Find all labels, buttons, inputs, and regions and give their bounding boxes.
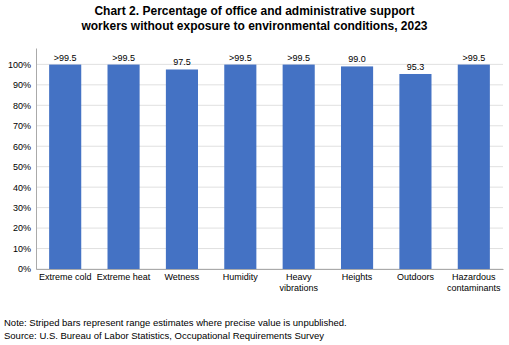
bar — [224, 65, 256, 269]
bar — [166, 69, 198, 269]
y-tick: 50% — [13, 162, 36, 172]
bar — [458, 65, 490, 269]
y-tick-label: 20% — [13, 223, 31, 233]
x-tick: Heights — [342, 269, 373, 282]
x-tick-label-line: Humidity — [223, 272, 259, 282]
y-tick-label: 0% — [18, 264, 31, 274]
y-tick: 20% — [13, 223, 36, 233]
y-tick-label: 90% — [13, 80, 31, 90]
grid — [36, 64, 503, 269]
bars — [49, 65, 490, 269]
x-tick-label: Wetness — [165, 272, 200, 282]
x-tick: Extreme heat — [97, 269, 151, 282]
y-tick: 80% — [13, 101, 36, 111]
y-tick-label: 40% — [13, 183, 31, 193]
x-tick-label-line: Outdoors — [397, 272, 435, 282]
y-tick: 90% — [13, 80, 36, 90]
title-line: workers without exposure to environmenta… — [80, 19, 427, 33]
y-tick-label: 80% — [13, 101, 31, 111]
grid-line — [36, 105, 503, 106]
x-tick: Heavyvibrations — [279, 269, 318, 293]
plot: >99.5 >99.5 97.5 >99.5 >99.5 99.0 95.3 >99.5 0% 1… — [8, 49, 504, 293]
x-tick: Humidity — [223, 269, 259, 282]
grid-line — [36, 207, 503, 208]
y-tick: 70% — [13, 121, 36, 131]
x-tick-label-line: Extreme heat — [97, 272, 151, 282]
x-tick-label: Heavyvibrations — [279, 272, 318, 292]
y-tick: 30% — [13, 203, 36, 213]
y-tick-label: 70% — [13, 121, 31, 131]
bar — [49, 65, 81, 269]
grid-line — [36, 228, 503, 229]
annotation: Note: Striped bars represent range estim… — [4, 317, 347, 328]
title-line: Chart 2. Percentage of office and admini… — [94, 4, 414, 18]
x-axis-line — [37, 269, 504, 270]
grid-line — [36, 248, 503, 249]
y-tick: 40% — [13, 183, 36, 193]
x-tick-label-line: vibrations — [279, 283, 318, 293]
data-label: >99.5 — [112, 53, 135, 63]
grid-line — [36, 146, 503, 147]
annotation: Source: U.S. Bureau of Labor Statistics,… — [4, 330, 324, 341]
x-tick: Outdoors — [397, 269, 435, 282]
y-tick-label: 60% — [13, 142, 31, 152]
data-label: >99.5 — [54, 53, 77, 63]
x-tick-label: Heights — [342, 272, 373, 282]
data-label: 99.0 — [348, 54, 366, 64]
y-axis-line — [36, 49, 37, 270]
x-tick-label: Hazardouscontaminants — [447, 272, 501, 292]
y-tick: 10% — [13, 244, 36, 254]
grid-line — [36, 269, 503, 270]
grid-line — [36, 84, 503, 85]
y-tick-label: 30% — [13, 203, 31, 213]
grid-line — [36, 187, 503, 188]
x-tick-label: Extreme heat — [97, 272, 151, 282]
x-tick-label: Humidity — [223, 272, 259, 282]
bar — [108, 65, 140, 269]
data-labels: >99.5 >99.5 97.5 >99.5 >99.5 99.0 95.3 >99.5 — [54, 53, 485, 72]
y-tick-label: 100% — [8, 60, 31, 70]
data-label: 95.3 — [407, 62, 425, 72]
x-tick: Wetness — [165, 269, 200, 282]
grid-line — [36, 125, 503, 126]
x-tick: Hazardouscontaminants — [447, 269, 501, 293]
x-tick-label: Outdoors — [397, 272, 435, 282]
x-tick-label-line: Extreme cold — [39, 272, 92, 282]
data-label: 97.5 — [173, 57, 191, 67]
chart-container: Chart 2. Percentage of office and admini… — [0, 0, 509, 345]
x-axis: Extreme cold Extreme heat Wetness Humidity H… — [37, 269, 504, 293]
data-label: >99.5 — [462, 53, 485, 63]
y-axis: 0% 10% 20% 30% 40% 50% 60% 70% 80% 90% 100% — [8, 49, 37, 275]
y-tick: 0% — [18, 264, 36, 274]
x-tick: Extreme cold — [39, 269, 92, 282]
data-label: >99.5 — [229, 53, 252, 63]
x-tick-label-line: Wetness — [165, 272, 200, 282]
title: Chart 2. Percentage of office and admini… — [80, 4, 427, 33]
bar — [341, 66, 373, 269]
x-tick-label-line: Heights — [342, 272, 373, 282]
x-tick-label-line: contaminants — [447, 283, 501, 293]
x-tick-label: Extreme cold — [39, 272, 92, 282]
data-label: >99.5 — [287, 53, 310, 63]
y-tick: 60% — [13, 142, 36, 152]
bar — [399, 74, 431, 269]
y-tick-label: 50% — [13, 162, 31, 172]
bar — [283, 65, 315, 269]
grid-line — [36, 166, 503, 167]
x-tick-label-line: Heavy — [286, 272, 312, 282]
x-tick-label-line: Hazardous — [452, 272, 496, 282]
y-tick: 100% — [8, 60, 36, 70]
y-tick-label: 10% — [13, 244, 31, 254]
chart-svg: Chart 2. Percentage of office and admini… — [0, 0, 509, 345]
annotations: Note: Striped bars represent range estim… — [4, 317, 347, 341]
grid-line — [36, 64, 503, 65]
